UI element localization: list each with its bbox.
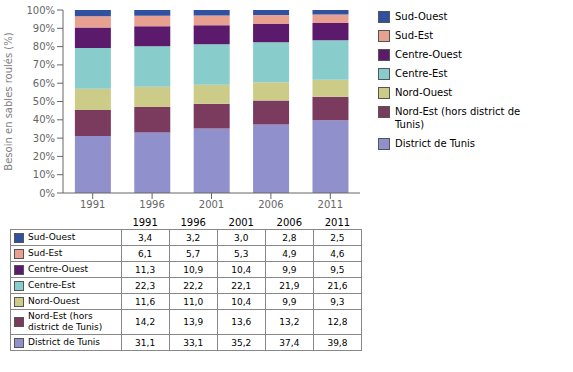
html-text:22,2: 22,2 bbox=[183, 280, 204, 291]
html-text:Sud-Est: Sud-Est bbox=[28, 248, 63, 258]
html-text:Sud-Ouest: Sud-Ouest bbox=[28, 232, 76, 242]
html-text:11,0: 11,0 bbox=[183, 296, 204, 307]
html-text:3,2: 3,2 bbox=[186, 232, 201, 243]
svg-text:90%: 90% bbox=[33, 23, 55, 34]
html-text:12,8: 12,8 bbox=[327, 317, 348, 327]
svg-text:60%: 60% bbox=[33, 78, 55, 89]
svg-text:2001: 2001 bbox=[199, 199, 224, 210]
html-text:21,9: 21,9 bbox=[279, 280, 300, 291]
svg-text:50%: 50% bbox=[33, 96, 55, 107]
html-text:Centre-Ouest: Centre-Ouest bbox=[395, 49, 462, 60]
svg-text:10%: 10% bbox=[33, 169, 55, 180]
html-text:10,9: 10,9 bbox=[183, 264, 204, 275]
html-text:2,8: 2,8 bbox=[282, 232, 297, 243]
html-text:4,9: 4,9 bbox=[282, 248, 297, 259]
svg-text:40%: 40% bbox=[33, 114, 55, 125]
svg-text:Besoin en sables roulés (%): Besoin en sables roulés (%) bbox=[8, 32, 14, 170]
svg-text:30%: 30% bbox=[33, 133, 55, 144]
html-text:21,6: 21,6 bbox=[327, 280, 348, 291]
html-text:9,5: 9,5 bbox=[330, 264, 345, 275]
svg-text:0%: 0% bbox=[39, 188, 55, 199]
html-text:14,2: 14,2 bbox=[135, 317, 156, 327]
html-text:22,1: 22,1 bbox=[231, 280, 252, 291]
html-text:11,3: 11,3 bbox=[135, 264, 156, 275]
html-text:Nord-Ouest: Nord-Ouest bbox=[395, 87, 453, 98]
html-text:10,4: 10,4 bbox=[231, 264, 252, 275]
svg-text:2011: 2011 bbox=[318, 199, 343, 210]
html-text:Centre-Est: Centre-Est bbox=[28, 280, 76, 290]
svg-text:1996: 1996 bbox=[139, 199, 164, 210]
html-text:Nord-Ouest: Nord-Ouest bbox=[28, 296, 80, 306]
html-text:5,7: 5,7 bbox=[186, 248, 201, 259]
html-text:Nord-Est (hors district de Tun: Nord-Est (hors district de Tunis) bbox=[28, 311, 103, 332]
html-text:2011: 2011 bbox=[324, 217, 351, 228]
html-text:1991: 1991 bbox=[132, 217, 158, 228]
html-text:13,6: 13,6 bbox=[231, 317, 252, 327]
html-text:35,2: 35,2 bbox=[231, 337, 252, 348]
html-text:31,1: 31,1 bbox=[135, 337, 156, 348]
svg-text:20%: 20% bbox=[33, 151, 55, 162]
html-text:13,2: 13,2 bbox=[279, 317, 300, 327]
html-text:37,4: 37,4 bbox=[279, 337, 300, 348]
html-text:2,5: 2,5 bbox=[330, 232, 345, 243]
html-text:Sud-Est: Sud-Est bbox=[395, 30, 434, 41]
html-text:5,3: 5,3 bbox=[234, 248, 249, 259]
html-text:Nord-Est (hors district de Tun: Nord-Est (hors district de Tunis) bbox=[395, 106, 521, 130]
svg-text:80%: 80% bbox=[33, 41, 55, 52]
html-text:39,8: 39,8 bbox=[327, 337, 348, 348]
html-text:District de Tunis: District de Tunis bbox=[395, 138, 475, 149]
html-text:4,6: 4,6 bbox=[330, 248, 345, 259]
html-text:10,4: 10,4 bbox=[231, 296, 252, 307]
html-text:9,9: 9,9 bbox=[282, 264, 297, 275]
html-text:33,1: 33,1 bbox=[183, 337, 204, 348]
html-text:3,4: 3,4 bbox=[137, 232, 153, 243]
html-text:2001: 2001 bbox=[228, 217, 254, 228]
html-text:Sud-Ouest: Sud-Ouest bbox=[395, 11, 448, 22]
html-text:6,1: 6,1 bbox=[137, 248, 153, 259]
html-text:1996: 1996 bbox=[180, 217, 206, 228]
html-text:2006: 2006 bbox=[276, 217, 303, 228]
svg-text:100%: 100% bbox=[26, 5, 55, 16]
html-text:District de Tunis: District de Tunis bbox=[28, 337, 100, 347]
svg-text:70%: 70% bbox=[33, 59, 55, 70]
html-text:22,3: 22,3 bbox=[135, 280, 156, 291]
html-text:9,3: 9,3 bbox=[330, 296, 345, 307]
html-text:3,0: 3,0 bbox=[234, 232, 249, 243]
html-text:Centre-Ouest: Centre-Ouest bbox=[28, 264, 89, 274]
html-text:9,9: 9,9 bbox=[282, 296, 297, 307]
html-text:13,9: 13,9 bbox=[183, 317, 204, 327]
html-text:11,6: 11,6 bbox=[135, 296, 156, 307]
svg-text:2006: 2006 bbox=[258, 199, 283, 210]
svg-text:1991: 1991 bbox=[80, 199, 105, 210]
html-text:Centre-Est: Centre-Est bbox=[395, 68, 448, 79]
